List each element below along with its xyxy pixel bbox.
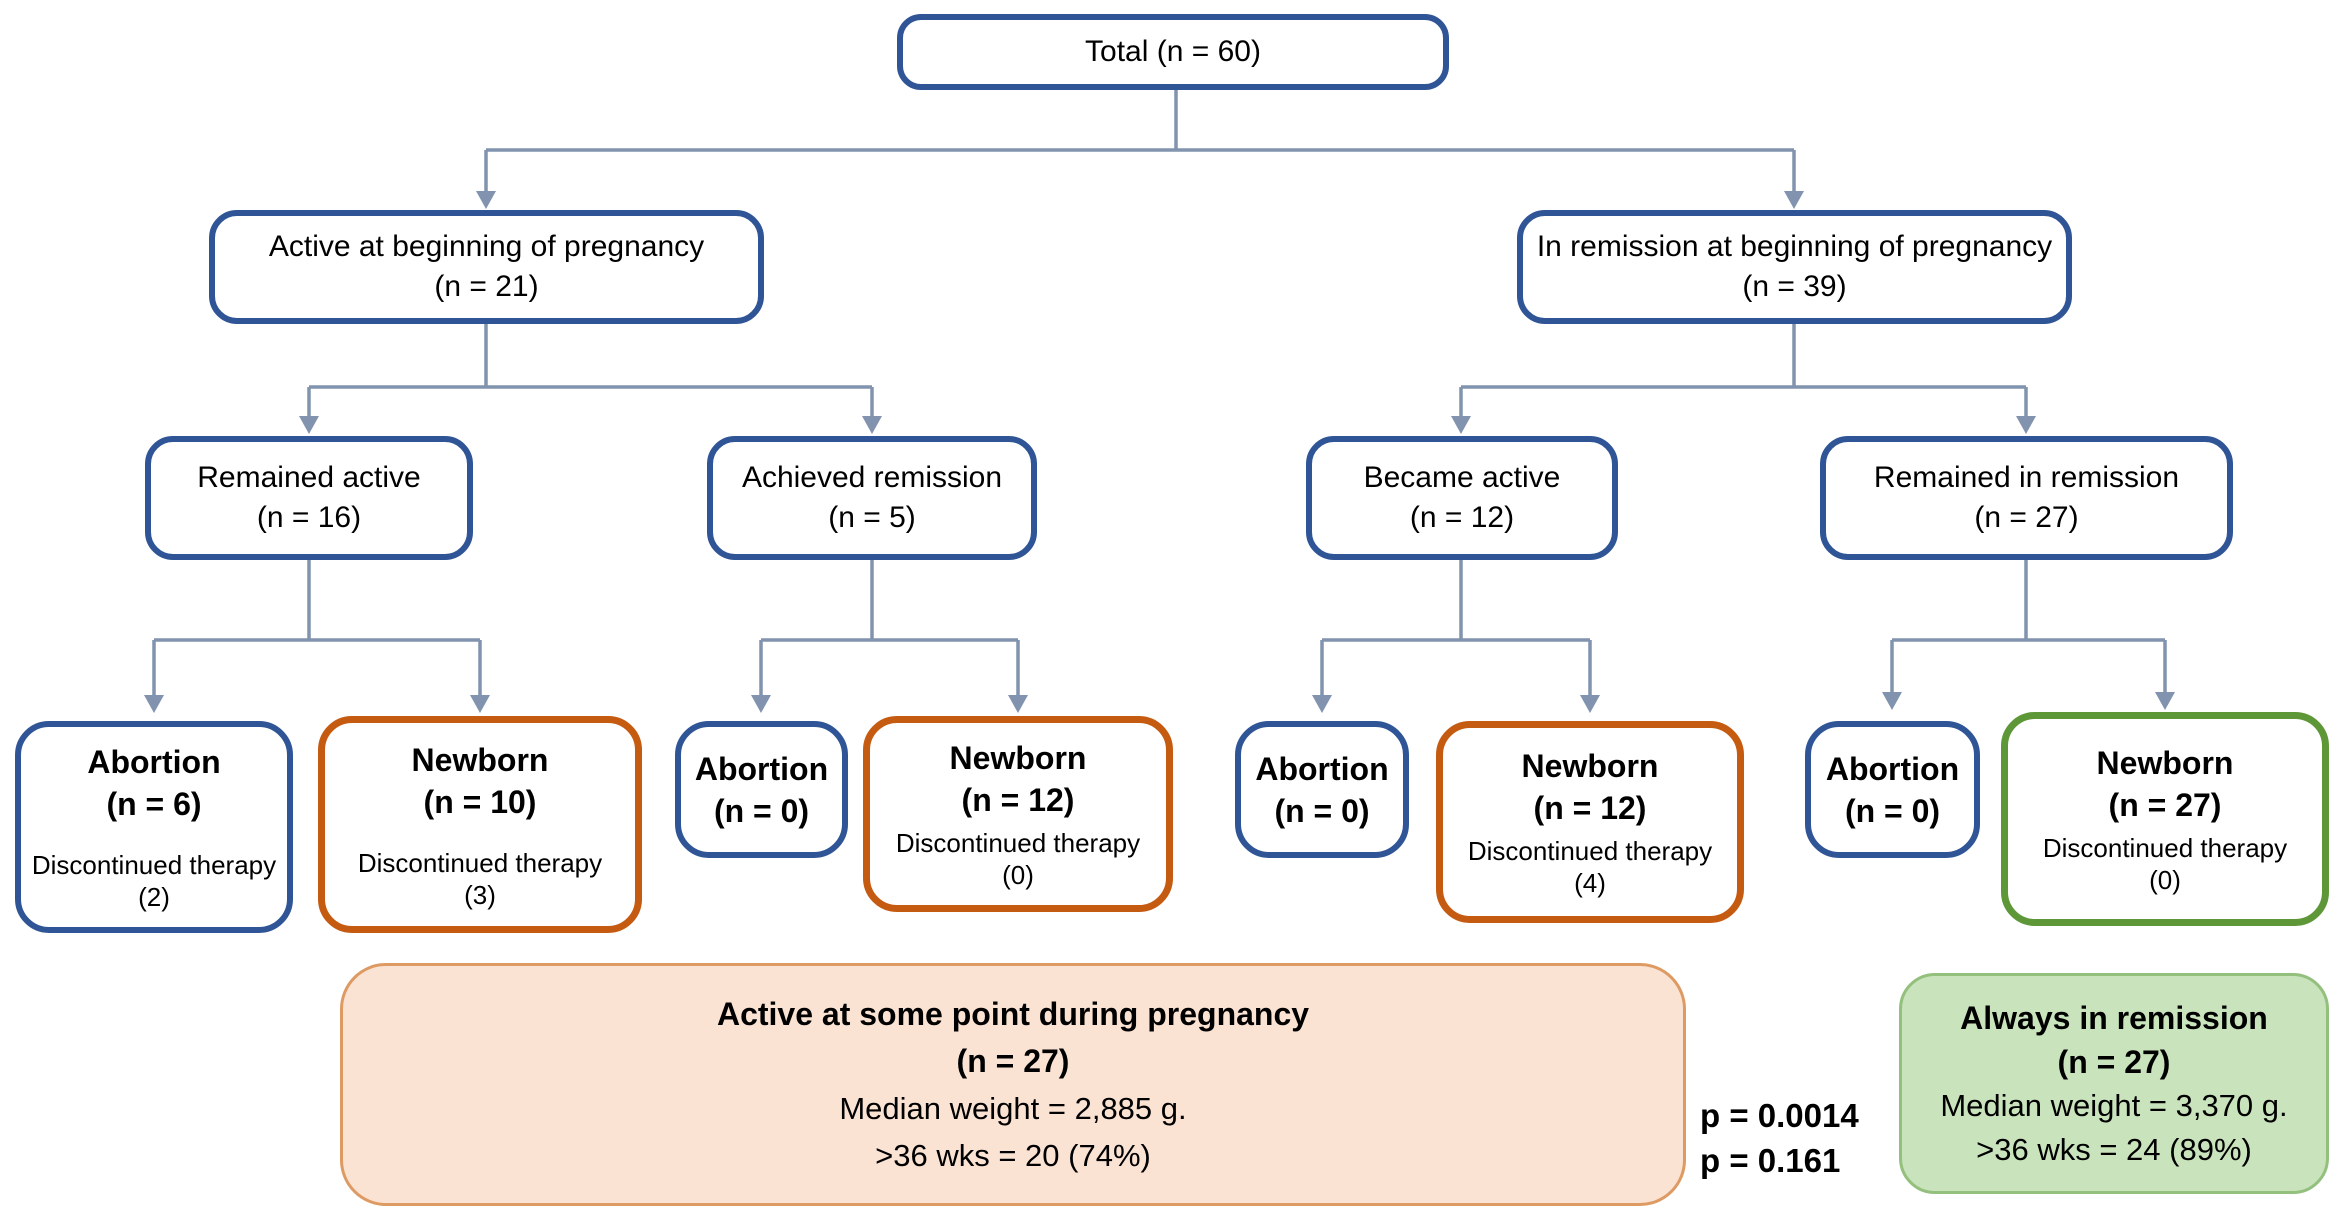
outcome-note-line2: (0) bbox=[2149, 865, 2181, 895]
outcome-abortion-4: Abortion (n = 0) bbox=[1805, 721, 1980, 858]
outcome-note-line2: (2) bbox=[138, 882, 170, 912]
outcome-note-line2: (3) bbox=[464, 879, 496, 910]
node-total-label: Total (n = 60) bbox=[1085, 35, 1261, 68]
outcome-note: Discontinued therapy (3) bbox=[358, 847, 602, 911]
outcome-count: (n = 0) bbox=[713, 792, 810, 829]
outcome-count: (n = 0) bbox=[1274, 792, 1370, 829]
node-active-at-beginning: Active at beginning of pregnancy (n = 21… bbox=[209, 210, 764, 324]
summary-count: (n = 27) bbox=[2057, 1043, 2171, 1080]
outcome-title: Newborn bbox=[949, 740, 1087, 776]
p-values: p = 0.0014 p = 0.161 bbox=[1700, 1093, 1859, 1183]
outcome-note: Discontinued therapy (0) bbox=[2043, 832, 2287, 896]
outcome-note-line1: Discontinued therapy bbox=[31, 850, 277, 880]
node-label: Achieved remission bbox=[741, 461, 1003, 494]
summary-count: (n = 27) bbox=[956, 1042, 1070, 1079]
outcome-title: Newborn bbox=[411, 741, 549, 778]
connector-active-to-children bbox=[307, 324, 874, 416]
outcome-abortion-3: Abortion (n = 0) bbox=[1235, 721, 1409, 858]
node-count: (n = 5) bbox=[828, 501, 916, 534]
node-label: In remission at beginning of pregnancy bbox=[1536, 230, 2053, 263]
outcome-title: Abortion bbox=[1825, 750, 1960, 787]
outcome-count: (n = 27) bbox=[2108, 787, 2222, 823]
p-value-weight: p = 0.0014 bbox=[1700, 1097, 1859, 1134]
outcome-newborn-4: Newborn (n = 27) Discontinued therapy (0… bbox=[2001, 712, 2329, 926]
connector-total-to-level2 bbox=[484, 90, 1796, 191]
outcome-note: Discontinued therapy (2) bbox=[32, 849, 276, 913]
node-count: (n = 39) bbox=[1742, 270, 1847, 303]
arrowheads bbox=[144, 191, 2175, 713]
outcome-note-line2: (4) bbox=[1574, 868, 1606, 898]
summary-weeks: >36 wks = 20 (74%) bbox=[875, 1137, 1151, 1173]
node-label: Remained in remission bbox=[1873, 461, 2180, 494]
node-count: (n = 21) bbox=[434, 270, 539, 303]
outcome-note-line1: Discontinued therapy bbox=[1467, 836, 1713, 866]
node-count: (n = 16) bbox=[256, 501, 362, 534]
outcome-count: (n = 10) bbox=[423, 783, 537, 820]
connector-remission-to-children bbox=[1459, 324, 2028, 416]
connector-achieved-remission-to-outcomes bbox=[759, 560, 1020, 695]
outcome-count: (n = 6) bbox=[106, 786, 202, 822]
node-remained-active: Remained active (n = 16) bbox=[145, 436, 473, 560]
outcome-note-line1: Discontinued therapy bbox=[2042, 833, 2288, 863]
outcome-title: Newborn bbox=[1521, 748, 1659, 784]
connector-became-active-to-outcomes bbox=[1320, 560, 1592, 695]
node-remained-in-remission: Remained in remission (n = 27) bbox=[1820, 436, 2233, 560]
summary-median-weight: Median weight = 2,885 g. bbox=[839, 1090, 1187, 1126]
summary-median-weight: Median weight = 3,370 g. bbox=[1940, 1087, 2288, 1123]
outcome-title: Abortion bbox=[87, 744, 221, 780]
outcome-count: (n = 12) bbox=[961, 782, 1075, 818]
p-value-weeks: p = 0.161 bbox=[1700, 1142, 1841, 1179]
node-became-active: Became active (n = 12) bbox=[1306, 436, 1618, 560]
connector-remained-active-to-outcomes bbox=[152, 560, 482, 695]
outcome-note-line2: (0) bbox=[1002, 860, 1034, 890]
outcome-newborn-2: Newborn (n = 12) Discontinued therapy (0… bbox=[863, 716, 1173, 912]
outcome-title: Newborn bbox=[2096, 745, 2234, 781]
outcome-note-line1: Discontinued therapy bbox=[357, 847, 603, 878]
node-label: Active at beginning of pregnancy bbox=[268, 230, 705, 263]
summary-title: Always in remission bbox=[1960, 999, 2268, 1036]
outcome-newborn-1: Newborn (n = 10) Discontinued therapy (3… bbox=[318, 716, 642, 933]
node-total: Total (n = 60) bbox=[897, 14, 1449, 90]
outcome-abortion-1: Abortion (n = 6) Discontinued therapy (2… bbox=[15, 721, 293, 933]
summary-title: Active at some point during pregnancy bbox=[716, 995, 1310, 1032]
summary-always-in-remission: Always in remission (n = 27) Median weig… bbox=[1899, 973, 2329, 1194]
outcome-title: Abortion bbox=[1255, 750, 1389, 787]
node-in-remission-at-beginning: In remission at beginning of pregnancy (… bbox=[1517, 210, 2072, 324]
outcome-abortion-2: Abortion (n = 0) bbox=[675, 721, 848, 858]
outcome-note: Discontinued therapy (4) bbox=[1468, 835, 1712, 899]
summary-weeks: >36 wks = 24 (89%) bbox=[1976, 1131, 2252, 1167]
outcome-title: Abortion bbox=[694, 750, 829, 787]
node-count: (n = 27) bbox=[1974, 501, 2079, 534]
node-achieved-remission: Achieved remission (n = 5) bbox=[707, 436, 1037, 560]
node-count: (n = 12) bbox=[1409, 501, 1515, 534]
connector-remained-remission-to-outcomes bbox=[1890, 560, 2167, 692]
outcome-count: (n = 0) bbox=[1844, 792, 1941, 829]
summary-active-during-pregnancy: Active at some point during pregnancy (n… bbox=[340, 963, 1686, 1206]
outcome-count: (n = 12) bbox=[1533, 790, 1647, 826]
node-label: Became active bbox=[1363, 461, 1561, 494]
outcome-note-line1: Discontinued therapy bbox=[895, 828, 1141, 858]
outcome-newborn-3: Newborn (n = 12) Discontinued therapy (4… bbox=[1436, 721, 1744, 923]
outcome-note: Discontinued therapy (0) bbox=[896, 827, 1140, 891]
node-label: Remained active bbox=[197, 461, 421, 494]
